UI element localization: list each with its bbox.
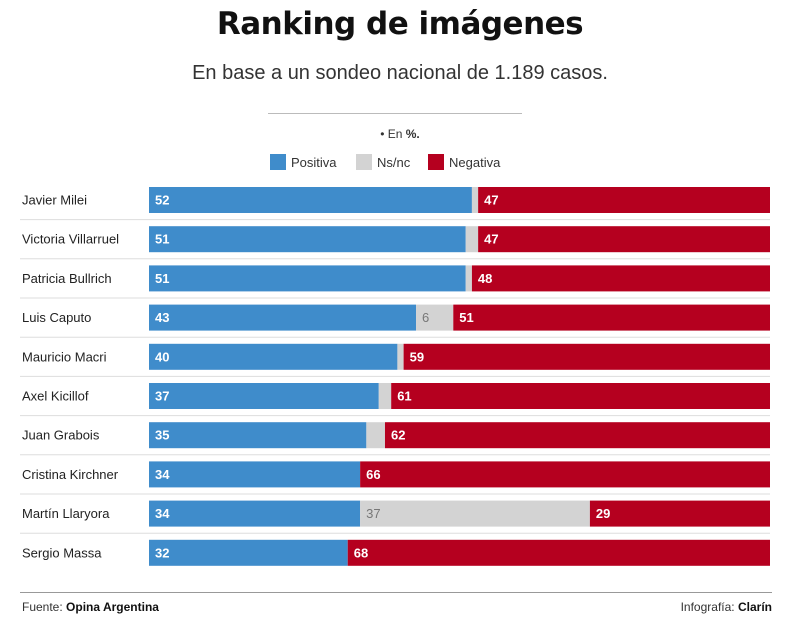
category-label: Mauricio Macri bbox=[22, 349, 107, 364]
bar-negativa bbox=[403, 343, 770, 370]
data-label-negativa: 47 bbox=[484, 232, 498, 247]
data-label-positiva: 51 bbox=[155, 232, 169, 247]
bar-negativa bbox=[347, 539, 770, 566]
stacked-bar-chart: Javier Milei 52 47 Victoria Villarruel 51 47 P… bbox=[20, 187, 770, 566]
bar-positiva bbox=[149, 343, 398, 370]
legend-swatch-nsnc bbox=[356, 154, 372, 170]
bar-negativa bbox=[478, 226, 770, 253]
bar-nsnc bbox=[465, 226, 479, 253]
chart-title: Ranking de imágenes bbox=[216, 6, 584, 42]
credit-label: Infografía: bbox=[680, 600, 735, 614]
legend-label-nsnc: Ns/nc bbox=[377, 154, 411, 170]
bar-nsnc bbox=[397, 343, 404, 370]
data-label-positiva: 35 bbox=[155, 428, 169, 443]
legend-item-nsnc: Ns/nc bbox=[356, 152, 410, 172]
category-label: Martín Llaryora bbox=[22, 506, 110, 521]
data-label-positiva: 51 bbox=[155, 271, 169, 286]
category-label: Patricia Bullrich bbox=[22, 271, 112, 286]
source-value: Opina Argentina bbox=[66, 600, 159, 614]
bar-negativa bbox=[391, 383, 770, 409]
bar-positiva bbox=[149, 304, 417, 331]
category-label: Luis Caputo bbox=[22, 310, 91, 325]
bar-nsnc bbox=[366, 422, 385, 449]
data-label-negativa: 61 bbox=[397, 389, 411, 404]
unit-prefix: • En bbox=[380, 127, 403, 141]
category-label: Victoria Villarruel bbox=[22, 232, 119, 247]
data-label-positiva: 32 bbox=[155, 545, 169, 560]
data-label-positiva: 37 bbox=[155, 389, 169, 404]
bar-negativa bbox=[384, 422, 770, 449]
data-label-positiva: 40 bbox=[155, 349, 169, 364]
footer-divider bbox=[20, 592, 772, 593]
legend-item-negativa: Negativa bbox=[428, 152, 500, 172]
bar-positiva bbox=[149, 422, 367, 449]
bar-nsnc bbox=[378, 383, 392, 409]
chart-legend: Positiva Ns/nc Negativa bbox=[0, 152, 800, 172]
data-label-negativa: 66 bbox=[366, 467, 380, 482]
category-label: Javier Milei bbox=[22, 193, 87, 208]
source-label: Fuente: bbox=[22, 600, 63, 614]
legend-swatch-positiva bbox=[270, 154, 286, 170]
bar-nsnc bbox=[360, 500, 590, 527]
legend-label-positiva: Positiva bbox=[291, 154, 337, 170]
legend-label-negativa: Negativa bbox=[449, 154, 501, 170]
bar-positiva bbox=[149, 500, 361, 527]
bar-negativa bbox=[471, 265, 770, 292]
bar-positiva bbox=[149, 461, 361, 488]
data-label-negativa: 47 bbox=[484, 193, 498, 208]
bar-negativa bbox=[360, 461, 770, 488]
data-label-nsnc: 37 bbox=[366, 506, 380, 521]
bar-nsnc bbox=[416, 304, 454, 331]
data-label-negativa: 51 bbox=[459, 310, 473, 325]
category-label: Juan Grabois bbox=[22, 428, 100, 443]
bar-negativa bbox=[589, 500, 770, 527]
data-label-negativa: 68 bbox=[354, 545, 368, 560]
bar-negativa bbox=[453, 304, 770, 331]
data-label-positiva: 43 bbox=[155, 310, 169, 325]
credit-value: Clarín bbox=[737, 600, 772, 614]
unit-value: %. bbox=[405, 127, 420, 141]
bar-positiva bbox=[149, 539, 348, 566]
bar-positiva bbox=[149, 226, 466, 253]
category-label: Cristina Kirchner bbox=[22, 467, 119, 482]
data-label-positiva: 34 bbox=[155, 506, 170, 521]
data-label-negativa: 29 bbox=[596, 506, 610, 521]
bar-positiva bbox=[149, 187, 472, 213]
bar-nsnc bbox=[465, 265, 472, 292]
data-label-negativa: 59 bbox=[410, 349, 424, 364]
bar-negativa bbox=[478, 187, 770, 213]
data-label-positiva: 34 bbox=[155, 467, 170, 482]
category-label: Axel Kicillof bbox=[22, 389, 89, 404]
legend-swatch-negativa bbox=[428, 154, 444, 170]
data-label-positiva: 52 bbox=[155, 193, 169, 208]
header-divider bbox=[268, 113, 522, 114]
bar-positiva bbox=[149, 265, 466, 292]
data-label-negativa: 48 bbox=[478, 271, 492, 286]
footer-credit: Infografía: Clarín bbox=[681, 600, 772, 614]
bar-positiva bbox=[149, 383, 379, 409]
data-label-negativa: 62 bbox=[391, 428, 405, 443]
bar-nsnc bbox=[471, 187, 479, 213]
footer-source: Fuente: Opina Argentina bbox=[22, 600, 159, 614]
unit-note: • En %. bbox=[0, 127, 800, 141]
chart-subtitle: En base a un sondeo nacional de 1.189 ca… bbox=[192, 62, 608, 84]
legend-item-positiva: Positiva bbox=[270, 152, 337, 172]
category-label: Sergio Massa bbox=[22, 545, 102, 560]
data-label-nsnc: 6 bbox=[422, 310, 429, 325]
